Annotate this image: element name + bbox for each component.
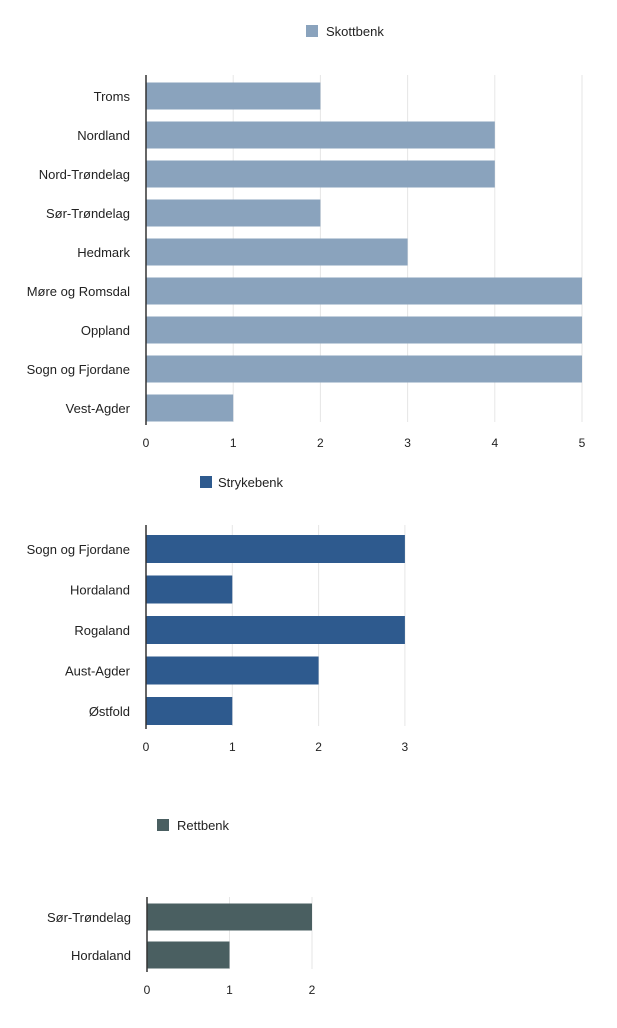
bar-sogn-og-fjordane	[146, 535, 405, 563]
category-label-sor-trondelag: Sør-Trøndelag	[47, 910, 131, 925]
bar-oppland	[146, 316, 582, 344]
x-tick-label: 0	[144, 983, 151, 997]
x-tick-label: 3	[404, 436, 411, 450]
legend-swatch	[157, 819, 169, 831]
bar-hordaland	[147, 941, 230, 969]
bar-troms	[146, 82, 321, 110]
chart-skottbenk: Skottbenk Troms Nordland Nord-Trøndelag Sør-…	[27, 24, 586, 450]
category-label-nord-trondelag: Nord-Trøndelag	[39, 167, 130, 182]
bar-vest-agder	[146, 394, 234, 422]
category-label-troms: Troms	[94, 89, 131, 104]
category-label-oppland: Oppland	[81, 323, 130, 338]
x-tick-label: 1	[226, 983, 233, 997]
chart-strykebenk: Strykebenk Sogn og Fjordane Hordaland Rogal…	[27, 475, 409, 754]
bar-sor-trondelag	[147, 903, 312, 931]
legend-label: Strykebenk	[218, 475, 284, 490]
category-label-more-og-romsdal: Møre og Romsdal	[27, 284, 130, 299]
x-tick-label: 3	[402, 740, 409, 754]
x-tick-label: 2	[317, 436, 324, 450]
category-label-ostfold: Østfold	[89, 704, 130, 719]
category-label-sor-trondelag: Sør-Trøndelag	[46, 206, 130, 221]
bar-nordland	[146, 121, 495, 149]
x-tick-label: 4	[491, 436, 498, 450]
bar-aust-agder	[146, 656, 319, 685]
bar-sogn-og-fjordane	[146, 355, 582, 383]
x-tick-label: 0	[143, 436, 150, 450]
x-tick-label: 2	[309, 983, 316, 997]
legend-label: Skottbenk	[326, 24, 384, 39]
legend-swatch	[200, 476, 212, 488]
x-tick-label: 5	[579, 436, 586, 450]
bar-more-og-romsdal	[146, 277, 582, 305]
category-label-hordaland: Hordaland	[70, 583, 130, 598]
bar-nord-trondelag	[146, 160, 495, 188]
category-label-hedmark: Hedmark	[77, 245, 130, 260]
category-label-vest-agder: Vest-Agder	[66, 401, 131, 416]
bar-ostfold	[146, 697, 233, 725]
category-label-sogn-og-fjordane: Sogn og Fjordane	[27, 362, 130, 377]
category-label-sogn-og-fjordane: Sogn og Fjordane	[27, 542, 130, 557]
x-tick-label: 2	[315, 740, 322, 754]
legend-swatch	[306, 25, 318, 37]
bar-hedmark	[146, 238, 408, 266]
x-tick-label: 1	[229, 740, 236, 754]
category-label-hordaland: Hordaland	[71, 948, 131, 963]
category-label-aust-agder: Aust-Agder	[65, 664, 131, 679]
bar-hordaland	[146, 575, 233, 604]
category-label-rogaland: Rogaland	[74, 623, 130, 638]
x-tick-label: 0	[143, 740, 150, 754]
bar-rogaland	[146, 616, 405, 644]
bar-sor-trondelag	[146, 199, 321, 227]
category-label-nordland: Nordland	[77, 128, 130, 143]
x-tick-label: 1	[230, 436, 237, 450]
legend-label: Rettbenk	[177, 818, 230, 833]
chart-rettbenk: Rettbenk Sør-Trøndelag Hordaland 0 1 2	[47, 818, 316, 997]
